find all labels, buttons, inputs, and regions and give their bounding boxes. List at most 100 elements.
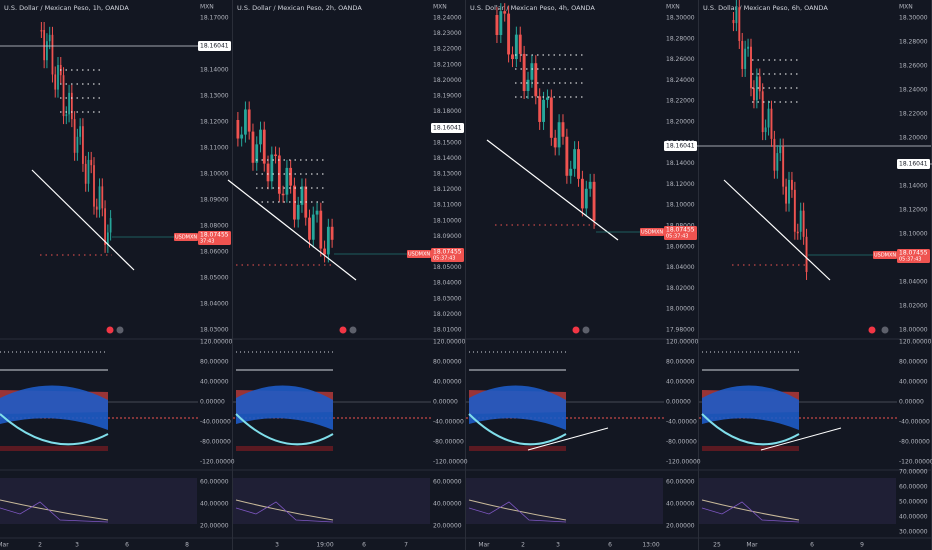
candle	[735, 7, 738, 24]
x-axis-label: 13:00	[642, 542, 659, 549]
candle	[315, 210, 319, 215]
rsi-line-2	[235, 501, 334, 523]
price-tick-label: 18.12000	[200, 119, 229, 126]
price-tag	[198, 231, 231, 245]
candle	[750, 46, 752, 89]
osc-tick-label: 120.00000	[433, 339, 466, 346]
level-tag	[431, 123, 464, 133]
price-tick-label: 18.22000	[899, 111, 928, 118]
rsi-band	[233, 478, 430, 524]
osc-tick-label: -40.00000	[899, 419, 930, 426]
x-axis-label: Mar	[746, 542, 758, 549]
x-axis-label: 6	[125, 542, 129, 549]
trend-line	[723, 179, 831, 281]
candle	[732, 20, 735, 24]
x-axis-label: 6	[810, 542, 814, 549]
x-axis-label: 19:00	[316, 542, 333, 549]
price-tag-text: 18.07455	[200, 232, 229, 239]
candle	[244, 109, 247, 135]
rsi-tick-label: 40.00000	[200, 501, 229, 508]
candle	[87, 159, 90, 184]
osc-tick-label: 120.00000	[666, 339, 699, 346]
symbol-tag	[174, 233, 198, 241]
candle	[799, 210, 802, 232]
candle	[592, 181, 596, 221]
candle	[764, 127, 767, 133]
candle	[752, 88, 755, 101]
osc-area-blue	[236, 385, 333, 430]
price-tick-label: 18.13000	[433, 171, 462, 178]
candle	[40, 30, 43, 32]
rsi-tick-label: 20.00000	[666, 523, 695, 530]
osc-line	[235, 413, 334, 446]
price-tick-label: 18.12000	[899, 207, 928, 214]
osc-tick-label: -120.00000	[666, 459, 701, 466]
price-tick-label: 18.22000	[433, 46, 462, 53]
osc-tick-label: -80.00000	[433, 439, 464, 446]
price-tick-label: 18.00000	[899, 327, 928, 334]
osc-tick-label: -40.00000	[666, 419, 697, 426]
osc-tick-label: 120.00000	[899, 339, 932, 346]
price-tick-label: 18.14000	[666, 160, 695, 167]
candle	[577, 149, 580, 179]
osc-tick-label: -120.00000	[200, 459, 235, 466]
candle	[744, 48, 747, 69]
x-axis-label: 9	[860, 542, 864, 549]
osc-line	[468, 413, 567, 446]
candle	[104, 208, 106, 245]
rsi-tick-label: 60.00000	[200, 479, 229, 486]
candle	[251, 131, 255, 163]
candle	[311, 214, 315, 240]
level-tag-text: 18.16041	[666, 143, 695, 150]
symbol-tag	[640, 228, 664, 236]
level-tag-text: 18.16041	[899, 161, 928, 168]
price-tick-label: 18.04000	[666, 264, 695, 271]
x-axis-label: Mar	[478, 542, 490, 549]
rsi-band	[0, 478, 197, 524]
event-badge	[106, 326, 114, 334]
level-tag-text: 18.16041	[200, 43, 229, 50]
price-tick-label: 18.28000	[666, 35, 695, 42]
price-tick-label: 18.14000	[899, 183, 928, 190]
symbol-tag-text: USDMXN	[175, 235, 197, 241]
trend-line	[486, 139, 619, 241]
rsi-tick-label: 20.00000	[433, 523, 462, 530]
trend-line	[227, 179, 357, 281]
candle	[300, 186, 304, 205]
price-tick-label: 18.05000	[200, 275, 229, 282]
osc-trend	[760, 427, 842, 451]
price-tick-label: 18.20000	[433, 77, 462, 84]
price-tick-label: 18.04000	[899, 279, 928, 286]
rsi-tick-label: 30.00000	[899, 529, 928, 536]
symbol-tag-text: USDMXN	[874, 253, 896, 259]
x-axis-label: 3	[556, 542, 560, 549]
candle	[62, 75, 65, 117]
price-tick-label: 18.10000	[433, 217, 462, 224]
price-tick-label: 17.98000	[666, 327, 695, 334]
candle	[293, 185, 296, 220]
event-badge	[881, 326, 889, 334]
rsi-line	[0, 499, 109, 521]
rsi-band	[466, 478, 663, 524]
candle	[285, 167, 289, 195]
candle	[518, 34, 522, 54]
candle	[270, 154, 274, 182]
osc-area-blue	[0, 385, 108, 430]
x-axis-label: 8	[185, 542, 189, 549]
candle	[584, 188, 588, 209]
x-axis-label: 3	[275, 542, 279, 549]
price-tick-label: 18.11000	[200, 145, 229, 152]
rsi-line	[235, 499, 334, 521]
x-axis-label: 3	[75, 542, 79, 549]
candle	[499, 11, 503, 36]
price-tick-label: 18.26000	[666, 56, 695, 63]
candle	[767, 108, 770, 128]
candle	[738, 7, 741, 41]
candle	[788, 179, 790, 204]
candle	[522, 53, 526, 91]
candle	[785, 186, 788, 204]
candle	[109, 218, 112, 233]
price-tick-label: 18.04000	[433, 280, 462, 287]
symbol-tag-text: USDMXN	[641, 230, 663, 236]
rsi-tick-label: 40.00000	[433, 501, 462, 508]
